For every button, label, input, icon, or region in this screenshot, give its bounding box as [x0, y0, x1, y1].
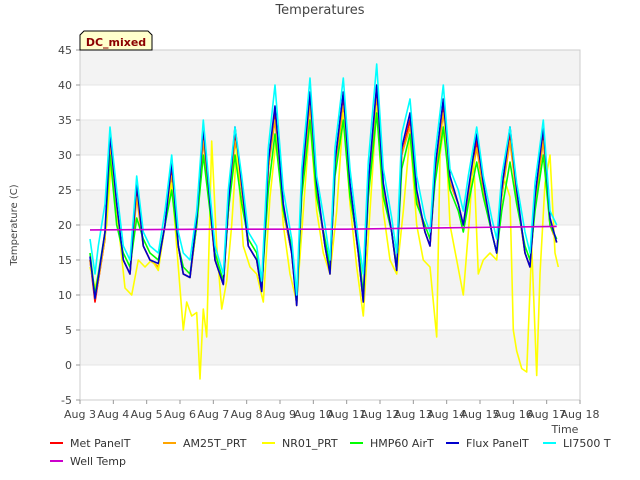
y-tick-label: 25	[58, 184, 72, 197]
x-tick-label: Aug 15	[461, 408, 500, 421]
legend-label-am25t-prt: AM25T_PRT	[183, 437, 247, 450]
y-tick-label: -5	[61, 394, 72, 407]
x-tick-label: Aug 8	[231, 408, 263, 421]
legend-label-li7500-t: LI7500 T	[563, 437, 611, 450]
x-tick-label: Aug 7	[197, 408, 229, 421]
badge-label: DC_mixed	[86, 36, 146, 49]
x-tick-label: Aug 4	[97, 408, 129, 421]
legend-label-flux-panelt: Flux PanelT	[466, 437, 529, 450]
grid-band	[80, 50, 580, 85]
y-tick-label: 0	[65, 359, 72, 372]
x-tick-label: Aug 13	[394, 408, 433, 421]
y-tick-label: 40	[58, 79, 72, 92]
x-tick-label: Aug 9	[264, 408, 296, 421]
badge-box	[79, 30, 153, 51]
y-axis-label: Temperature (C)	[9, 184, 20, 266]
x-tick-label: Aug 12	[361, 408, 400, 421]
x-tick-label: Aug 17	[527, 408, 566, 421]
x-tick-label: Aug 14	[427, 408, 466, 421]
y-tick-label: 10	[58, 289, 72, 302]
series-line-nr01-prt	[89, 105, 560, 380]
legend: Met PanelT AM25T_PRT NR01_PRT HMP60 AirT Flu…	[50, 437, 611, 468]
x-tick-label: Aug 3	[64, 408, 96, 421]
chart-title: Temperatures	[274, 3, 364, 18]
x-tick-label: Aug 5	[131, 408, 163, 421]
plot-background	[80, 49, 580, 401]
x-tick-label: Aug 11	[327, 408, 366, 421]
legend-label-well-temp: Well Temp	[70, 455, 126, 468]
dataset-badge: DC_mixed	[79, 30, 153, 51]
grid-band	[80, 330, 580, 365]
x-axis-label: Time	[551, 423, 579, 436]
legend-label-met-panelt: Met PanelT	[70, 437, 131, 450]
series-line-flux-panelt	[89, 84, 558, 307]
x-tick-label: Aug 18	[561, 408, 600, 421]
y-axis-ticks: -5 0 5 10 15 20 25 30 35 40 45	[58, 44, 80, 407]
y-tick-label: 20	[58, 219, 72, 232]
y-tick-label: 5	[65, 324, 72, 337]
x-tick-label: Aug 16	[494, 408, 533, 421]
legend-label-hmp60-airt: HMP60 AirT	[370, 437, 434, 450]
grid-band	[80, 120, 580, 155]
y-tick-label: 15	[58, 254, 72, 267]
y-tick-label: 35	[58, 114, 72, 127]
series-line-well-temp	[89, 225, 557, 231]
y-tick-label: 30	[58, 149, 72, 162]
series-line-li7500-t	[89, 63, 558, 296]
series-layer	[89, 63, 560, 380]
legend-label-nr01-prt: NR01_PRT	[282, 437, 338, 450]
y-tick-label: 45	[58, 44, 72, 57]
x-tick-label: Aug 10	[294, 408, 333, 421]
x-tick-label: Aug 6	[164, 408, 196, 421]
